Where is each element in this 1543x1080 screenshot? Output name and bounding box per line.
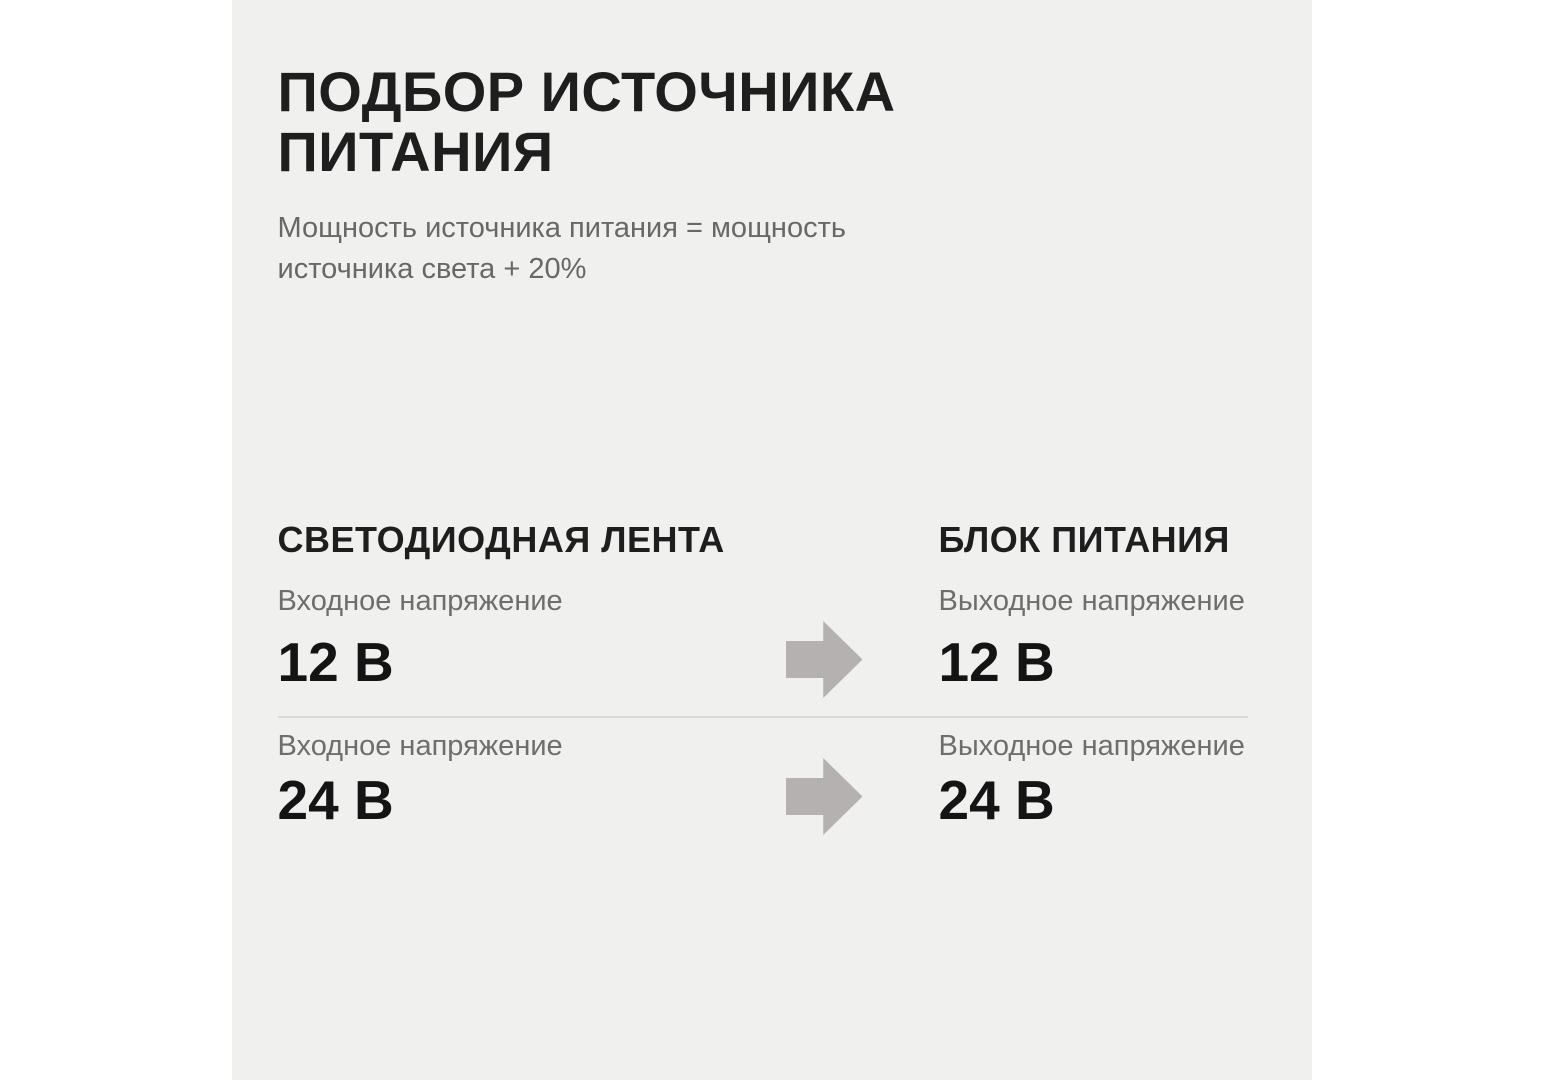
- led-strip-column-header: СВЕТОДИОДНАЯ ЛЕНТА: [277, 519, 725, 560]
- output-voltage-value: 12 В: [938, 631, 1055, 693]
- input-voltage-label: Входное напряжение: [277, 730, 563, 762]
- input-voltage-value: 12 В: [277, 631, 394, 693]
- page-title: ПОДБОР ИСТОЧНИКА ПИТАНИЯ: [277, 60, 896, 183]
- infographic-panel: ПОДБОР ИСТОЧНИКА ПИТАНИЯ Мощность источн…: [231, 0, 1312, 1080]
- output-voltage-label: Выходное напряжение: [938, 730, 1245, 762]
- output-voltage-label: Выходное напряжение: [938, 585, 1245, 617]
- input-voltage-label: Входное напряжение: [277, 585, 563, 617]
- row-divider: [277, 716, 1248, 718]
- right-arrow-icon: [785, 758, 863, 835]
- voltage-comparison-table: СВЕТОДИОДНАЯ ЛЕНТА БЛОК ПИТАНИЯ Входное …: [277, 518, 1266, 848]
- power-formula-subtitle: Мощность источника питания = мощность ис…: [277, 212, 846, 285]
- output-voltage-value: 24 В: [938, 769, 1055, 831]
- input-voltage-value: 24 В: [277, 769, 394, 831]
- power-supply-column-header: БЛОК ПИТАНИЯ: [938, 519, 1230, 560]
- right-arrow-icon: [785, 621, 863, 698]
